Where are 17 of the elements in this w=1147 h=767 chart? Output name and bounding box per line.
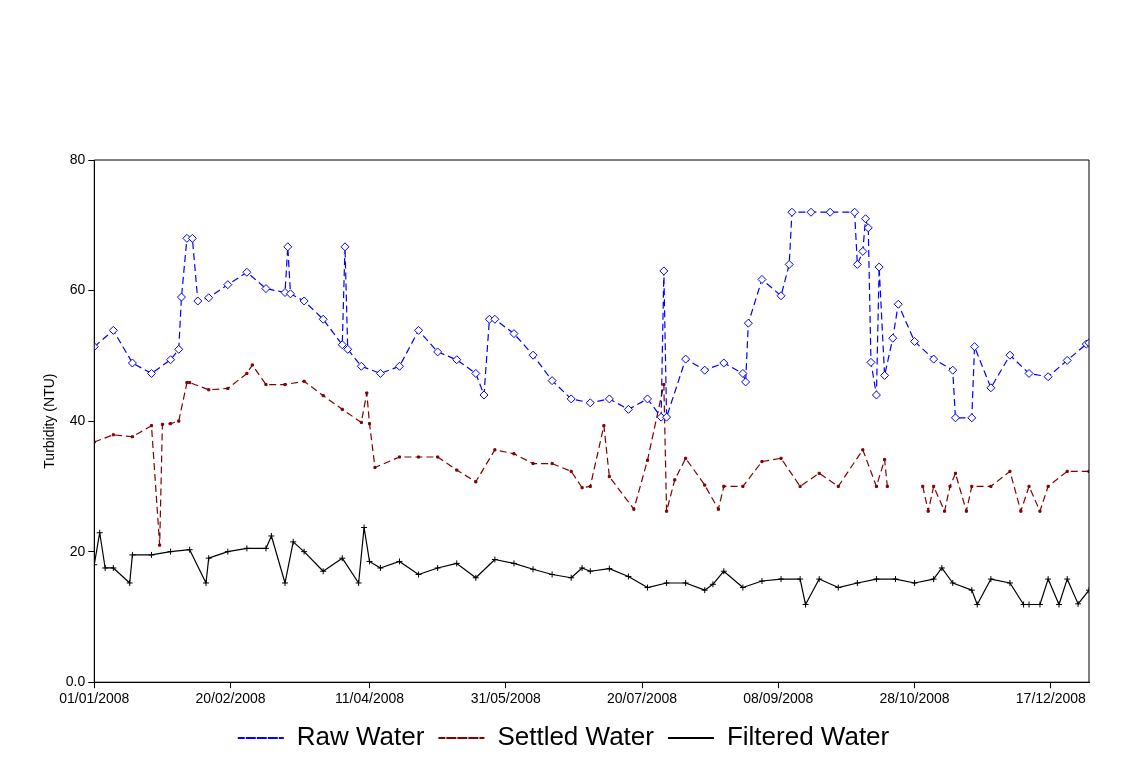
legend-label: Filtered Water: [726, 721, 890, 752]
x-tick-label: 31/05/2008: [470, 690, 542, 707]
y-tick-label: 60: [69, 281, 86, 298]
y-tick-label: 40: [69, 411, 86, 428]
x-tick-label: 28/10/2008: [879, 690, 950, 707]
x-tick-label: 11/04/2008: [335, 690, 405, 707]
x-tick-label: 08/09/2008: [743, 690, 814, 707]
y-tick-label: 0.0: [65, 673, 86, 690]
legend-label: Settled Water: [497, 721, 655, 752]
x-tick-label: 20/02/2008: [195, 690, 266, 707]
y-tick-label: 80: [69, 150, 86, 167]
y-tick-label: 20: [69, 542, 86, 559]
y-axis-title: Turbidity (NTU): [41, 373, 58, 469]
legend-label: Raw Water: [296, 721, 425, 752]
x-tick-label: 01/01/2008: [59, 690, 130, 707]
x-tick-label: 17/12/2008: [1015, 690, 1087, 707]
x-tick-label: 20/07/2008: [607, 690, 678, 707]
